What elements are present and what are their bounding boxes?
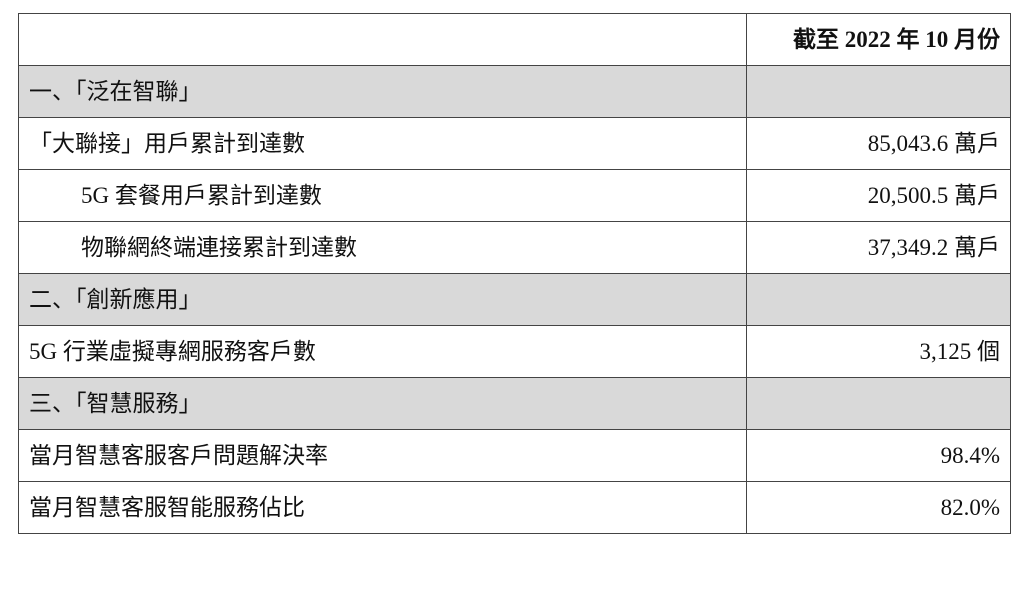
row-value: 37,349.2 萬戶 [746, 221, 1011, 274]
table-row: 當月智慧客服客戶問題解決率 98.4% [18, 429, 1011, 482]
table-row: 5G 行業虛擬專網服務客戶數 3,125 個 [18, 325, 1011, 378]
header-period-cell: 截至 2022 年 10 月份 [746, 13, 1011, 66]
row-value: 3,125 個 [746, 325, 1011, 378]
row-value [746, 377, 1011, 430]
row-label: 當月智慧客服智能服務佔比 [18, 481, 747, 534]
row-label: 5G 行業虛擬專網服務客戶數 [18, 325, 747, 378]
row-value [746, 65, 1011, 118]
section-row: 一、「泛在智聯」 [18, 65, 1011, 118]
operating-data-table: 截至 2022 年 10 月份 一、「泛在智聯」 「大聯接」用戶累計到達數 85… [18, 13, 1011, 534]
section-row: 二、「創新應用」 [18, 273, 1011, 326]
table-row: 5G 套餐用戶累計到達數 20,500.5 萬戶 [18, 169, 1011, 222]
row-label: 「大聯接」用戶累計到達數 [18, 117, 747, 170]
row-label: 一、「泛在智聯」 [18, 65, 747, 118]
header-label-cell [18, 13, 747, 66]
row-value [746, 273, 1011, 326]
header-row: 截至 2022 年 10 月份 [18, 13, 1011, 66]
row-label: 二、「創新應用」 [18, 273, 747, 326]
row-label: 5G 套餐用戶累計到達數 [18, 169, 747, 222]
row-value: 98.4% [746, 429, 1011, 482]
row-label: 三、「智慧服務」 [18, 377, 747, 430]
section-row: 三、「智慧服務」 [18, 377, 1011, 430]
row-value: 20,500.5 萬戶 [746, 169, 1011, 222]
row-value: 85,043.6 萬戶 [746, 117, 1011, 170]
row-label: 當月智慧客服客戶問題解決率 [18, 429, 747, 482]
table-row: 物聯網終端連接累計到達數 37,349.2 萬戶 [18, 221, 1011, 274]
table-row: 當月智慧客服智能服務佔比 82.0% [18, 481, 1011, 534]
row-label: 物聯網終端連接累計到達數 [18, 221, 747, 274]
table-row: 「大聯接」用戶累計到達數 85,043.6 萬戶 [18, 117, 1011, 170]
row-value: 82.0% [746, 481, 1011, 534]
